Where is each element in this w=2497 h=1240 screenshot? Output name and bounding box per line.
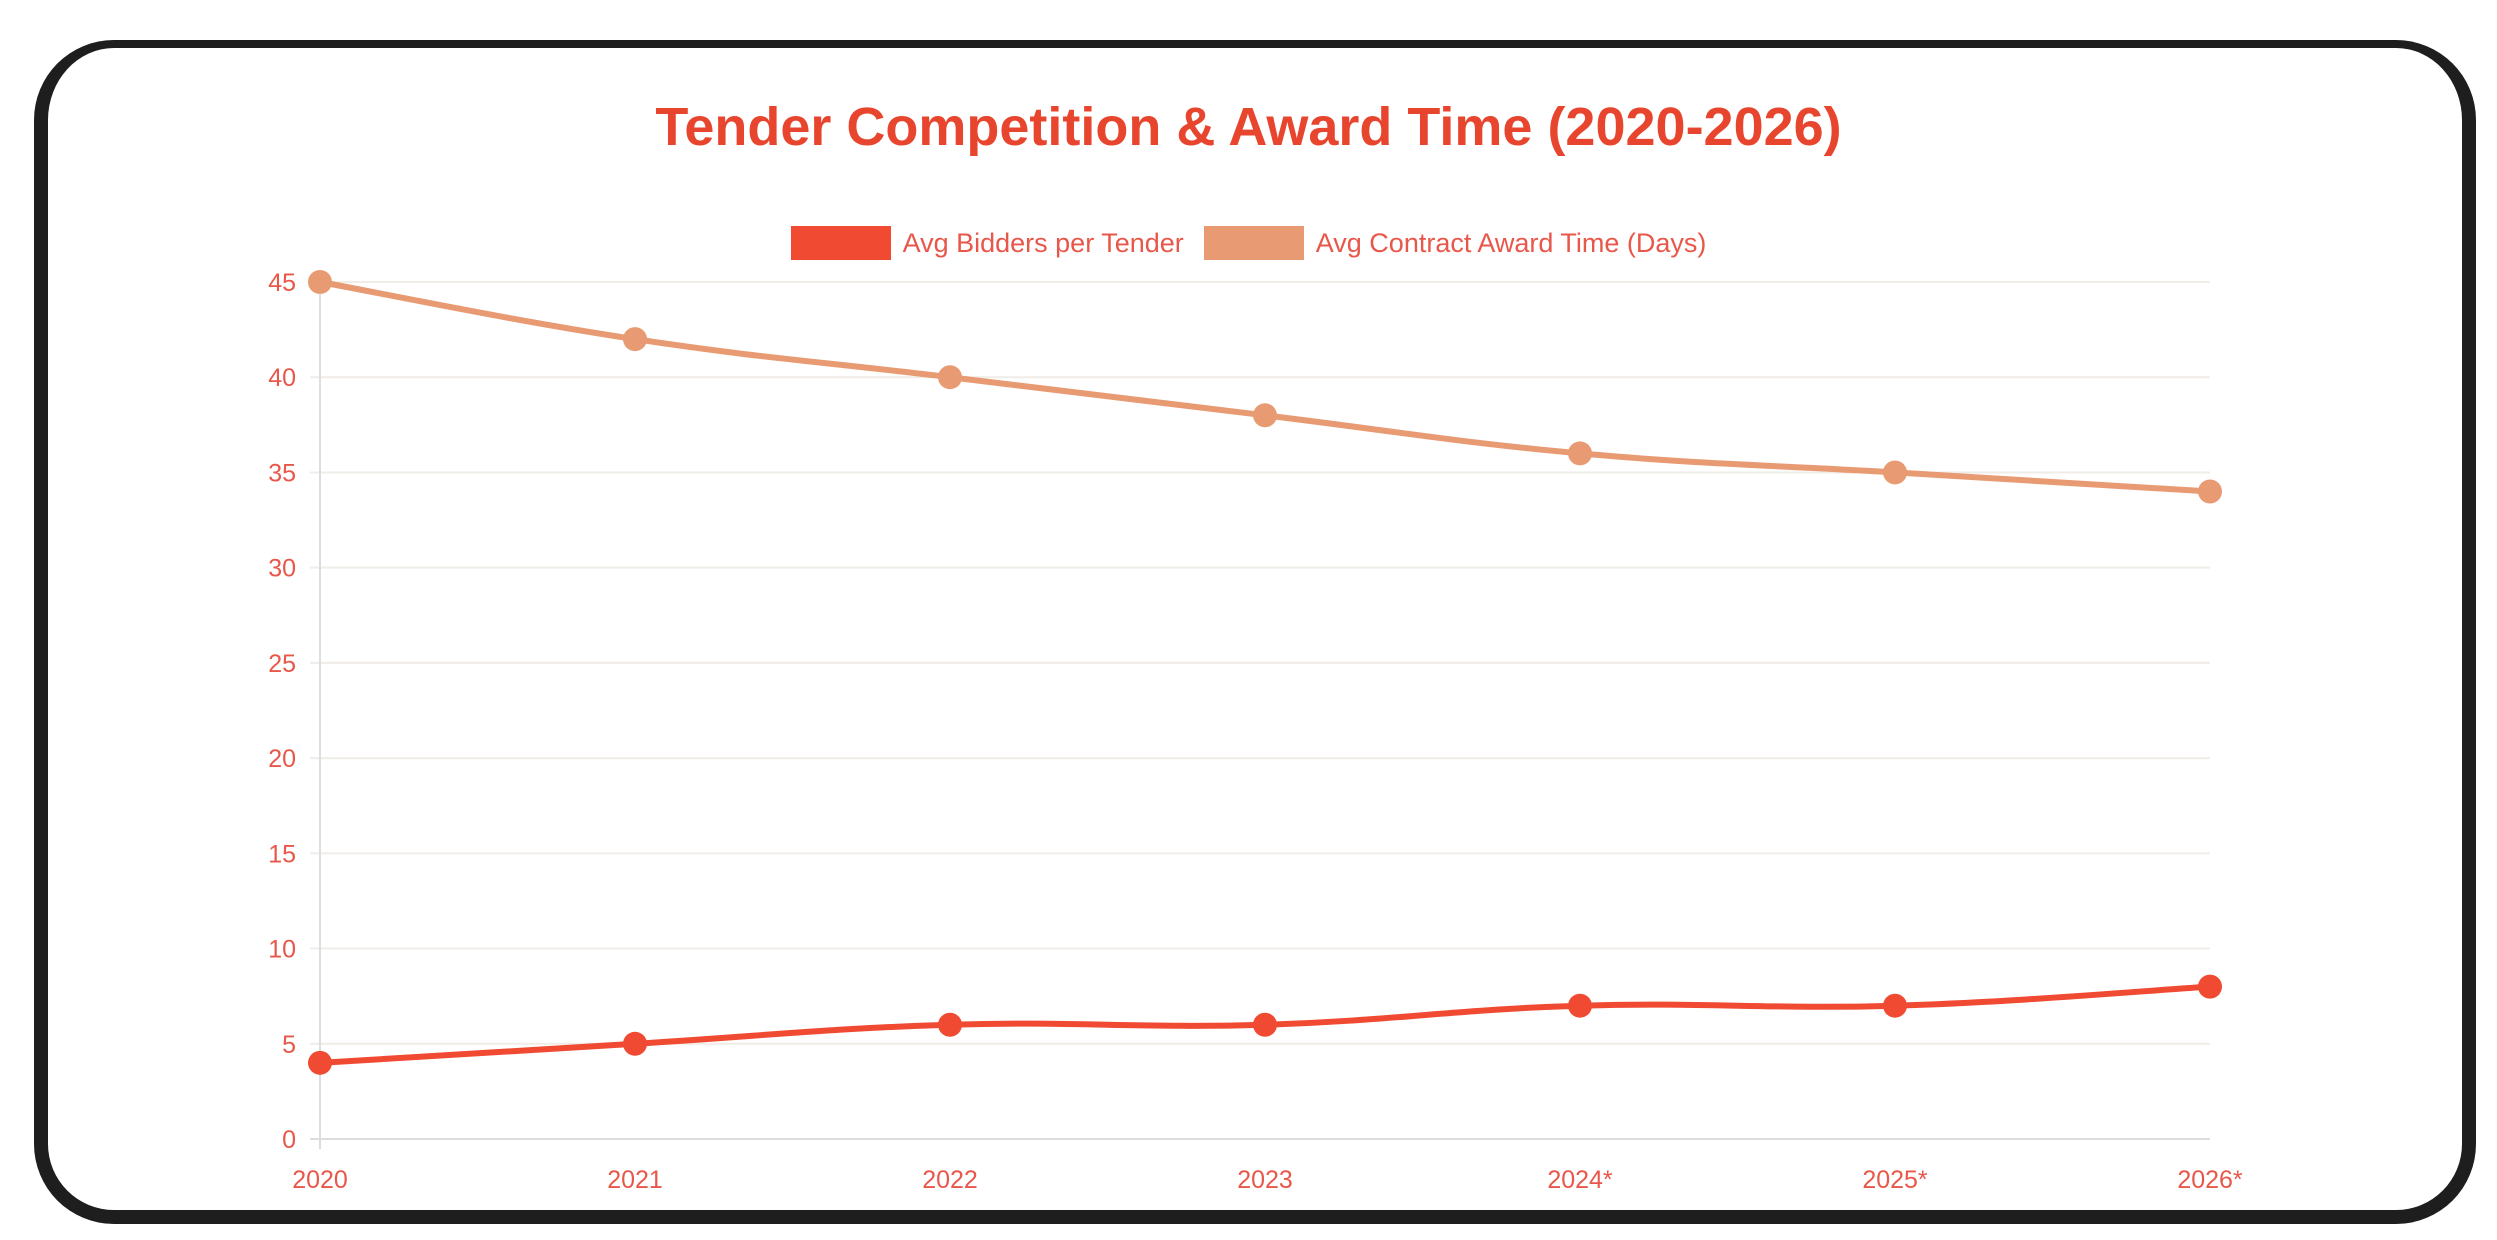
x-tick-label: 2023 (1237, 1166, 1293, 1194)
legend-swatch-bidders (790, 226, 891, 260)
y-tick-label: 25 (268, 650, 296, 678)
y-tick-label: 0 (282, 1126, 296, 1154)
data-point[interactable] (1883, 993, 1907, 1018)
x-axis: 2020 2021 2022 2023 2024* 2025* 2026* (292, 1166, 2243, 1194)
chart-title: Tender Competition & Award Time (2020-20… (655, 97, 1842, 157)
x-tick-label: 2024* (1547, 1166, 1613, 1194)
data-point[interactable] (2198, 974, 2222, 999)
series-1 (308, 270, 2222, 504)
data-point[interactable] (1568, 441, 1592, 466)
y-tick-label: 20 (268, 745, 296, 773)
data-point[interactable] (1253, 1012, 1277, 1037)
data-point[interactable] (623, 327, 647, 352)
legend-swatch-award-time (1203, 226, 1304, 260)
y-tick-label: 15 (268, 840, 296, 868)
data-point[interactable] (1883, 460, 1907, 485)
x-tick-label: 2026* (2177, 1166, 2243, 1194)
data-point[interactable] (1253, 403, 1277, 428)
x-tick-label: 2020 (292, 1166, 348, 1194)
data-point[interactable] (938, 365, 962, 390)
data-series (308, 270, 2222, 1075)
legend-item-award-time[interactable]: Avg Contract Award Time (Days) (1203, 226, 1707, 260)
x-tick-label: 2022 (922, 1166, 978, 1194)
chart-legend: Avg Bidders per Tender Avg Contract Awar… (0, 226, 2497, 260)
data-point[interactable] (2198, 479, 2222, 504)
y-tick-label: 45 (268, 269, 296, 297)
x-tick-label: 2021 (607, 1166, 663, 1194)
y-tick-label: 30 (268, 555, 296, 583)
y-tick-label: 5 (282, 1031, 296, 1059)
data-point[interactable] (308, 270, 332, 294)
data-point[interactable] (308, 1050, 332, 1075)
y-axis: 0 5 10 15 20 25 30 35 40 45 (268, 269, 321, 1154)
data-point[interactable] (623, 1031, 647, 1056)
legend-label-bidders: Avg Bidders per Tender (902, 227, 1184, 258)
series-0 (308, 974, 2222, 1075)
y-tick-label: 10 (268, 936, 296, 964)
legend-item-bidders[interactable]: Avg Bidders per Tender (790, 226, 1184, 260)
legend-label-award-time: Avg Contract Award Time (Days) (1315, 227, 1707, 258)
data-point[interactable] (938, 1012, 962, 1037)
data-point[interactable] (1568, 993, 1592, 1018)
series-line (319, 279, 2211, 495)
y-tick-label: 40 (268, 364, 296, 392)
x-tick-label: 2025* (1862, 1166, 1928, 1194)
y-tick-label: 35 (268, 459, 296, 487)
